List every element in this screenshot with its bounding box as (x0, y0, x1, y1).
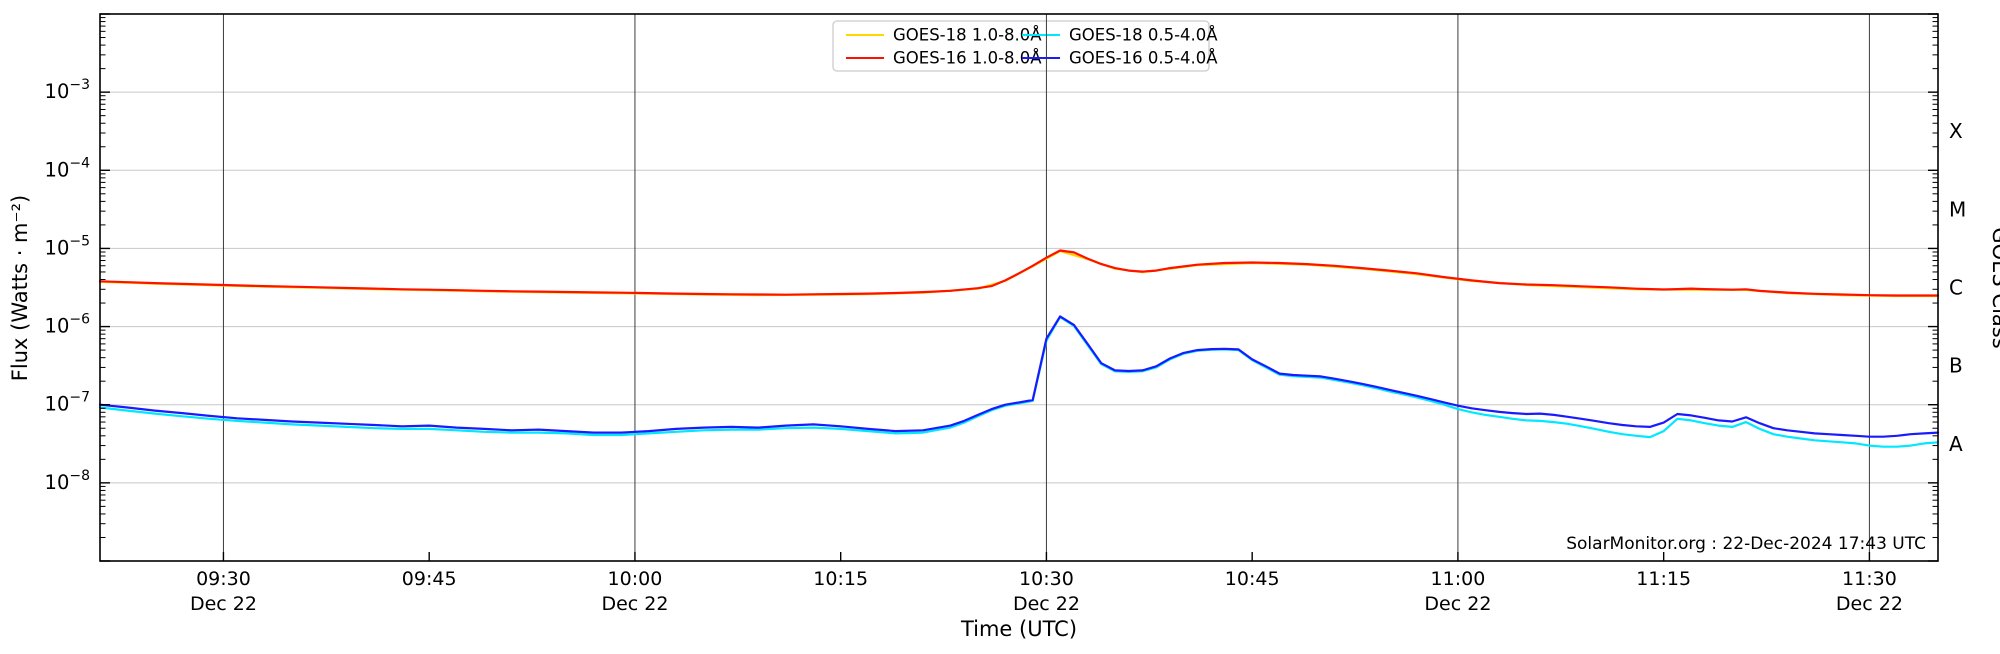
goes-class-label-b: B (1949, 354, 1963, 378)
x-axis-label: Time (UTC) (960, 617, 1077, 641)
y-tick-label: 10−6 (45, 312, 91, 338)
legend-label-goes18-long: GOES-18 1.0-8.0Å (893, 26, 1042, 45)
legend-entry-goes18-long: GOES-18 1.0-8.0Å (846, 26, 1042, 45)
watermark-solarmonitor: SolarMonitor.org : 22-Dec-2024 17:43 UTC (1566, 534, 1926, 554)
axis-ticks (100, 13, 1938, 562)
legend-entry-goes16-short: GOES-16 0.5-4.0Å (1022, 49, 1218, 68)
x-tick-time: 11:00 (1431, 568, 1486, 590)
y-tick-label: 10−7 (45, 390, 90, 416)
goes-class-label-a: A (1949, 432, 1963, 456)
legend-label-goes16-long: GOES-16 1.0-8.0Å (893, 49, 1042, 68)
y-tick-label: 10−5 (45, 233, 90, 259)
legend-entry-goes16-long: GOES-16 1.0-8.0Å (846, 49, 1042, 68)
goes-class-label-c: C (1949, 276, 1963, 300)
y-axis-label: Flux (Watts · m⁻²) (8, 195, 32, 381)
x-tick-labels: 09:30 Dec 22 09:45 10:00 Dec 22 10:15 10:30 Dec… (190, 568, 1903, 615)
x-tick-date: Dec 22 (1013, 593, 1080, 615)
y-axis-right-label: GOES Class (1988, 227, 2000, 348)
x-tick-time: 10:45 (1225, 568, 1280, 590)
x-tick-time: 09:45 (402, 568, 457, 590)
y-tick-label: 10−3 (45, 77, 90, 103)
x-tick-date: Dec 22 (1424, 593, 1491, 615)
plot-border (99, 13, 1939, 562)
horizontal-gridlines (100, 91, 1938, 484)
y-tick-label: 10−8 (45, 468, 90, 494)
x-tick-date: Dec 22 (601, 593, 668, 615)
legend-label-goes18-short: GOES-18 0.5-4.0Å (1069, 26, 1218, 45)
legend-label-goes16-short: GOES-16 0.5-4.0Å (1069, 49, 1218, 68)
x-tick-time: 11:15 (1636, 568, 1691, 590)
series-goes16-short (98, 315, 1940, 438)
legend: GOES-18 1.0-8.0Å GOES-16 1.0-8.0Å GOES-18 … (832, 20, 1218, 72)
x-tick-time: 10:15 (813, 568, 868, 590)
chart-generated-content: GOES-18 1.0-8.0Å GOES-16 1.0-8.0Å GOES-18 … (45, 13, 1966, 615)
x-tick-date: Dec 22 (1836, 593, 1903, 615)
x-tick-time: 10:00 (608, 568, 663, 590)
x-tick-time: 11:30 (1842, 568, 1897, 590)
series-goes16-long (98, 249, 1940, 297)
x-tick-time: 10:30 (1019, 568, 1074, 590)
vertical-gridlines (222, 14, 1870, 561)
legend-entry-goes18-short: GOES-18 0.5-4.0Å (1022, 26, 1218, 45)
goes-class-label-x: X (1949, 119, 1963, 143)
y-tick-label: 10−4 (45, 155, 91, 181)
series-goes18-short (98, 316, 1940, 448)
y-tick-labels: 10−3 10−4 10−5 10−6 10−7 10−8 (45, 77, 91, 494)
x-tick-date: Dec 22 (190, 593, 257, 615)
goes-class-labels: X M C B A (1949, 119, 1966, 456)
goes-class-label-m: M (1949, 197, 1966, 221)
x-tick-time: 09:30 (196, 568, 251, 590)
